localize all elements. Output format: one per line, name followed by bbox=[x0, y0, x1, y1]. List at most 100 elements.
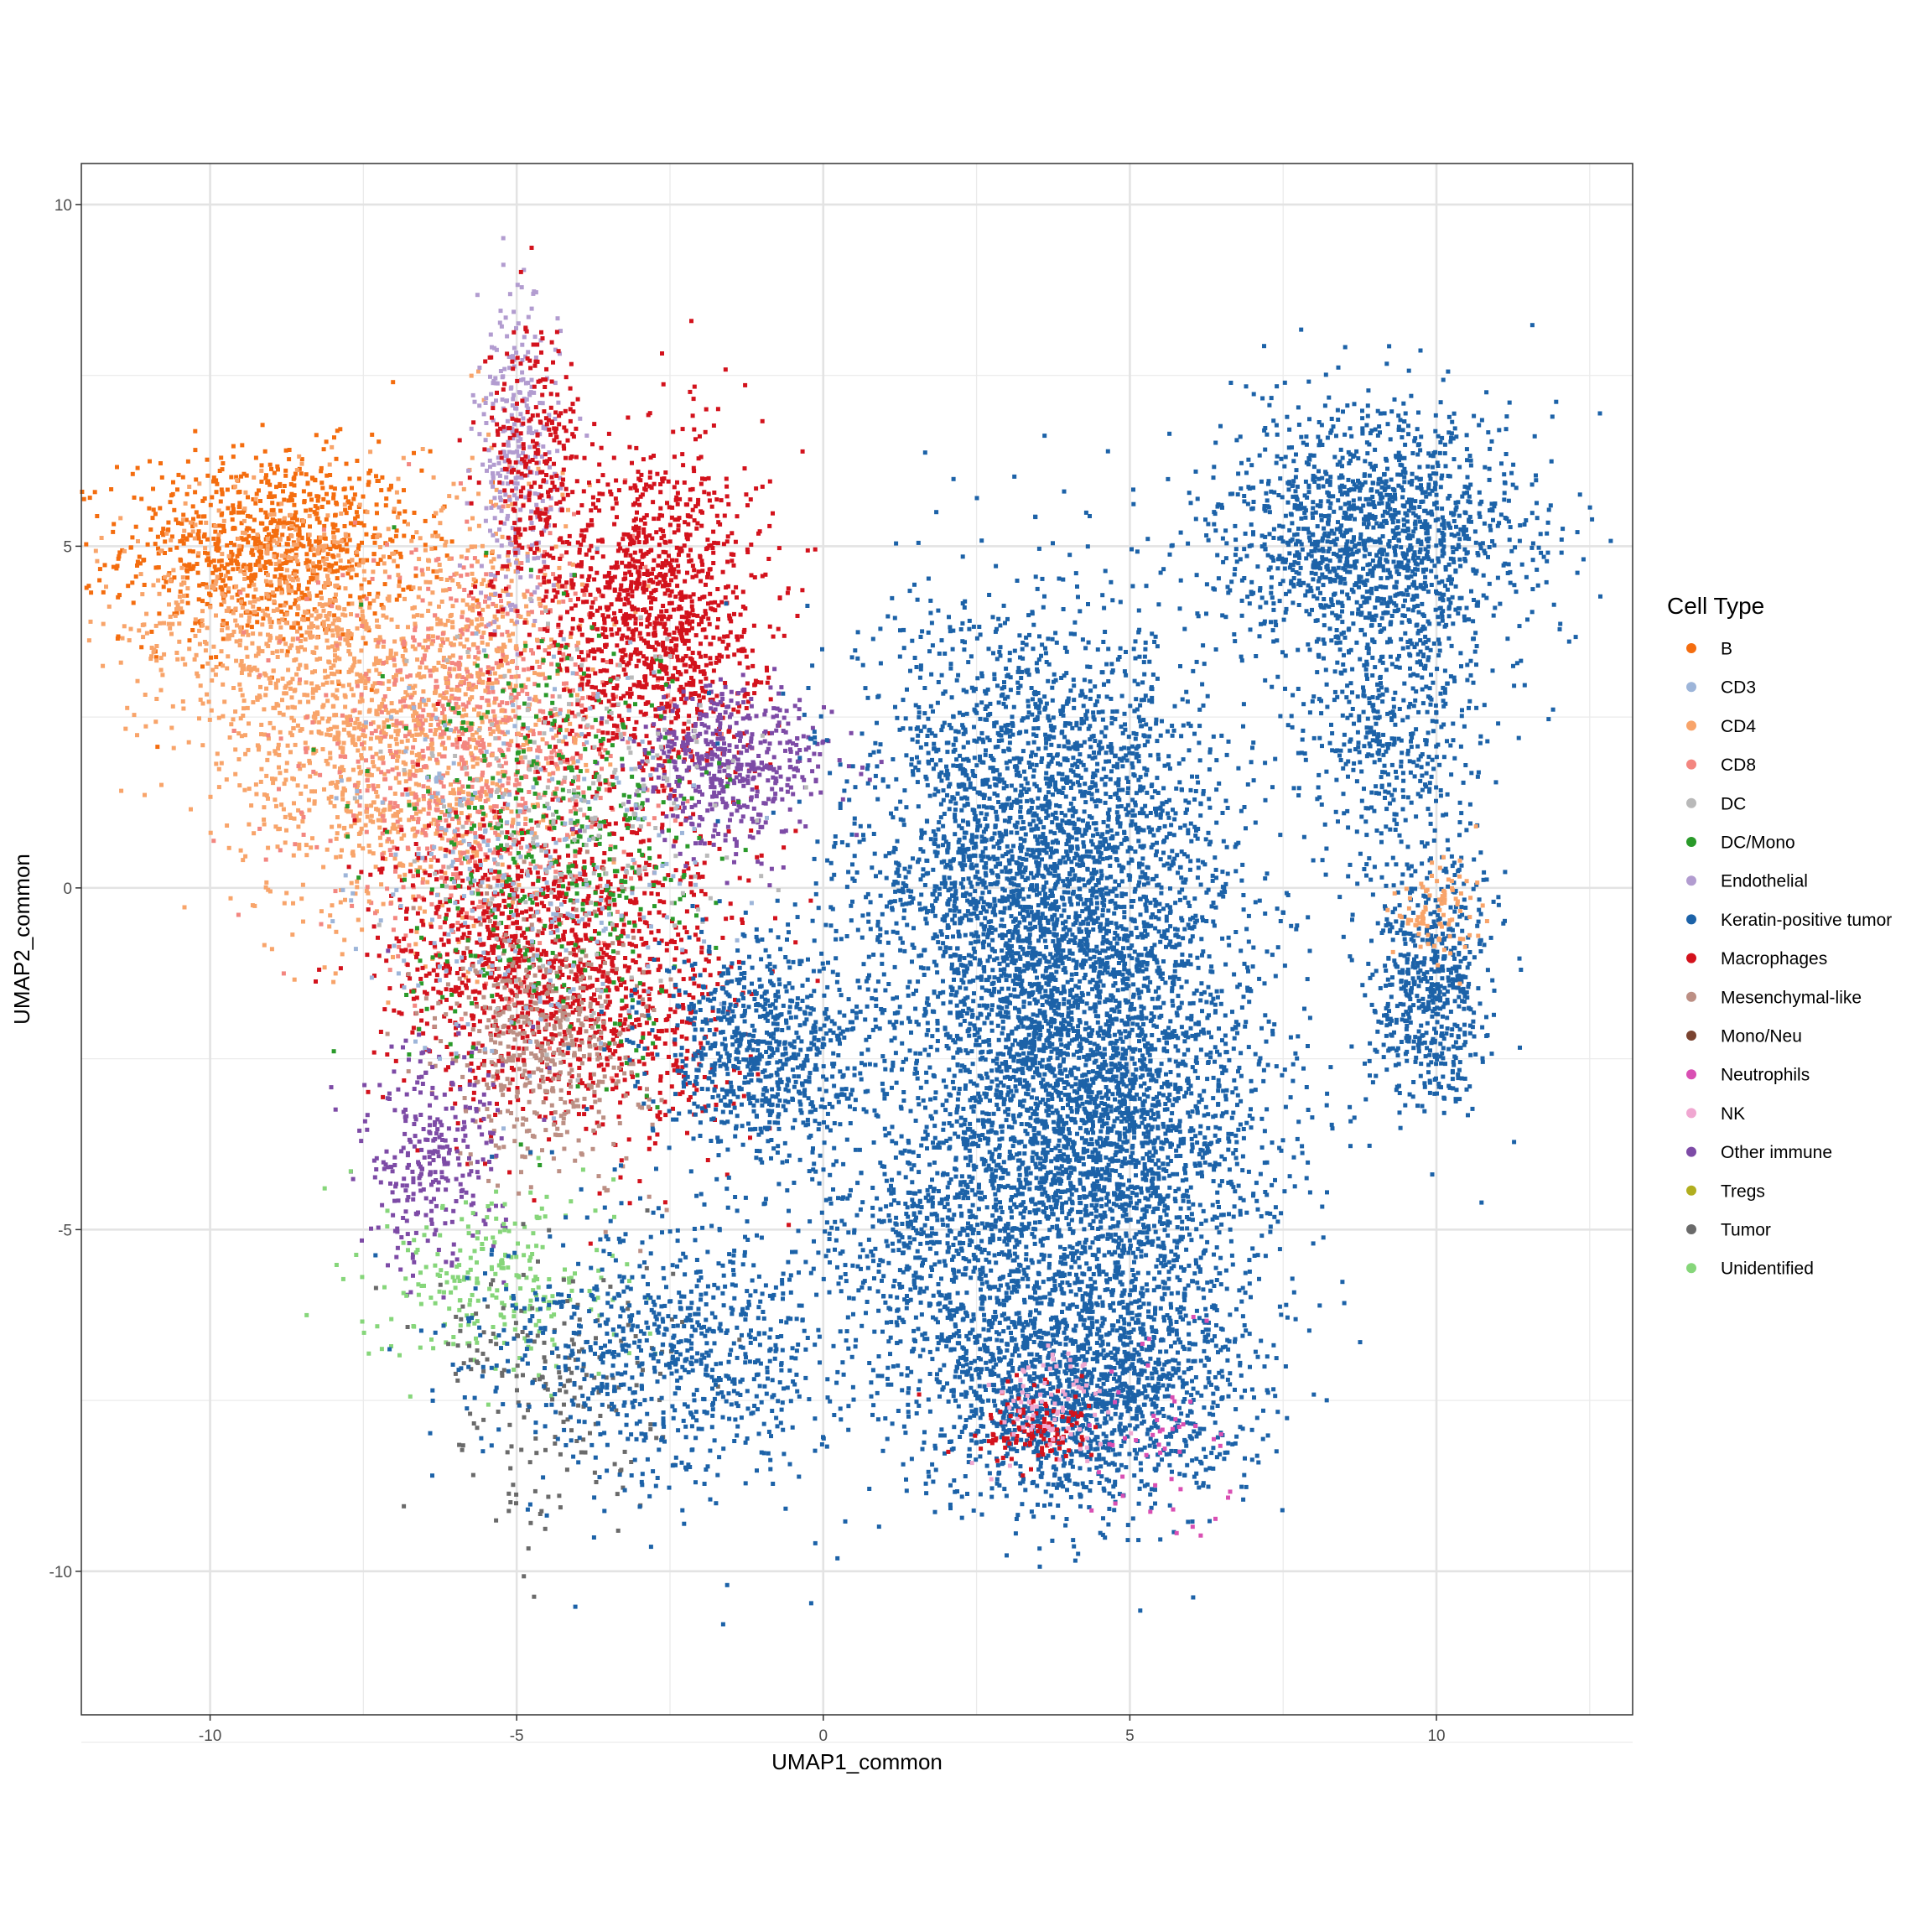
data-point bbox=[516, 418, 521, 423]
data-point bbox=[678, 684, 683, 689]
data-point bbox=[546, 761, 551, 766]
data-point bbox=[508, 386, 513, 391]
data-point bbox=[561, 599, 566, 604]
data-point bbox=[527, 696, 532, 701]
data-point bbox=[271, 668, 276, 673]
data-point bbox=[622, 602, 627, 607]
data-point bbox=[493, 830, 498, 835]
data-point bbox=[418, 675, 423, 680]
data-point bbox=[277, 518, 282, 523]
data-point bbox=[438, 618, 443, 623]
data-point bbox=[582, 455, 587, 460]
data-point bbox=[176, 606, 180, 611]
data-point bbox=[367, 849, 372, 854]
data-point bbox=[528, 574, 533, 579]
data-point bbox=[360, 540, 364, 545]
data-point bbox=[325, 491, 329, 496]
data-point bbox=[383, 708, 388, 712]
data-point bbox=[730, 531, 735, 536]
data-point bbox=[527, 459, 532, 464]
data-point bbox=[251, 700, 256, 704]
data-point bbox=[632, 735, 637, 740]
data-point bbox=[535, 413, 540, 418]
data-point bbox=[413, 683, 418, 688]
data-point bbox=[637, 631, 642, 636]
data-point bbox=[366, 891, 371, 896]
data-point bbox=[280, 698, 284, 703]
data-point bbox=[398, 699, 402, 704]
data-point bbox=[592, 422, 597, 427]
data-point bbox=[343, 507, 348, 512]
data-point bbox=[697, 693, 701, 699]
data-point bbox=[341, 727, 346, 732]
data-point bbox=[433, 546, 438, 551]
data-point bbox=[700, 627, 705, 632]
data-point bbox=[516, 569, 520, 574]
data-point bbox=[497, 703, 502, 708]
data-point bbox=[319, 480, 325, 486]
data-point bbox=[561, 652, 566, 657]
data-point bbox=[531, 525, 536, 530]
data-point bbox=[359, 753, 364, 758]
data-point bbox=[478, 899, 483, 904]
data-point bbox=[381, 644, 386, 649]
data-point bbox=[510, 823, 514, 828]
data-point bbox=[465, 791, 470, 796]
data-point bbox=[614, 694, 619, 699]
data-point bbox=[168, 626, 173, 631]
data-point bbox=[504, 589, 509, 594]
data-point bbox=[334, 592, 338, 597]
data-point bbox=[277, 559, 282, 564]
data-point bbox=[359, 726, 364, 731]
data-point bbox=[299, 639, 304, 643]
data-point bbox=[661, 641, 666, 645]
data-point bbox=[506, 443, 511, 448]
data-point bbox=[559, 553, 564, 558]
data-point bbox=[122, 624, 127, 629]
data-point bbox=[315, 548, 320, 553]
data-point bbox=[377, 672, 382, 676]
data-point bbox=[147, 506, 152, 511]
data-point bbox=[469, 621, 474, 626]
data-point bbox=[291, 726, 296, 730]
data-point bbox=[535, 432, 540, 437]
data-point bbox=[498, 663, 503, 668]
data-point bbox=[255, 695, 260, 700]
data-point bbox=[581, 600, 586, 605]
data-point bbox=[628, 694, 632, 699]
data-point bbox=[660, 479, 665, 484]
data-point bbox=[293, 510, 299, 515]
data-point bbox=[323, 668, 327, 673]
data-point bbox=[644, 860, 649, 865]
data-point bbox=[411, 534, 415, 539]
data-point bbox=[559, 508, 564, 513]
data-point bbox=[683, 654, 688, 658]
data-point bbox=[235, 592, 240, 597]
data-point bbox=[266, 736, 271, 741]
data-point bbox=[449, 893, 454, 898]
data-point bbox=[500, 648, 505, 653]
data-point bbox=[361, 569, 366, 574]
data-point bbox=[412, 511, 417, 515]
data-point bbox=[271, 608, 276, 613]
data-point bbox=[317, 520, 322, 525]
data-point bbox=[688, 664, 693, 669]
data-point bbox=[274, 803, 278, 808]
data-point bbox=[340, 627, 344, 632]
data-point bbox=[555, 316, 560, 321]
data-point bbox=[434, 757, 439, 762]
data-point bbox=[218, 499, 223, 504]
data-point bbox=[189, 807, 193, 812]
data-point bbox=[377, 724, 382, 730]
data-point bbox=[247, 584, 252, 589]
data-point bbox=[243, 854, 248, 859]
data-point bbox=[576, 785, 581, 790]
data-point bbox=[471, 683, 476, 688]
data-point bbox=[298, 699, 303, 704]
data-point bbox=[595, 570, 600, 575]
data-point bbox=[332, 803, 337, 808]
data-point bbox=[229, 722, 234, 727]
data-point bbox=[245, 654, 250, 659]
data-point bbox=[391, 722, 396, 727]
data-point bbox=[521, 421, 526, 426]
